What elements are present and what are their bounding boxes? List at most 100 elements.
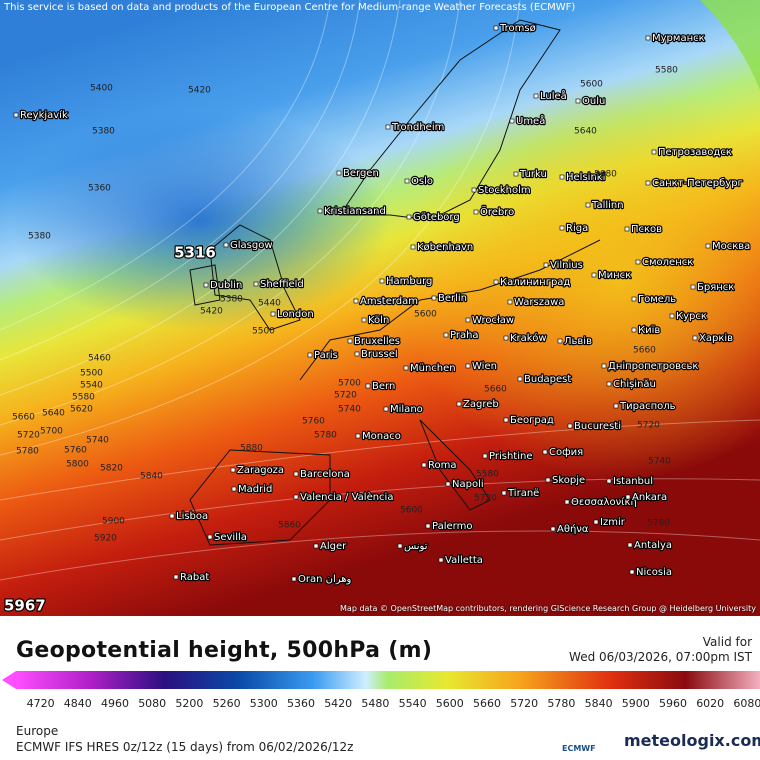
contour-label: 5920 [94,534,117,544]
city-label: София [549,447,583,458]
city-marker [355,433,361,439]
isolines [0,0,760,580]
city-marker [533,93,539,99]
contour-label: 5460 [88,354,111,364]
city-label: Paris [314,350,338,361]
city-marker [207,534,213,540]
contour-label: 5640 [42,409,65,419]
city-marker [383,406,389,412]
city-marker [559,174,565,180]
city-marker [291,576,297,582]
city-marker [564,499,570,505]
city-marker [692,335,698,341]
city-label: Trondheim [391,122,444,133]
contour-label: 5360 [88,184,111,194]
city-label: Alger [320,541,347,552]
city-marker [223,242,229,248]
city-marker [404,178,410,184]
city-label: Курск [676,311,707,322]
city-label: Петрозаводск [658,147,732,158]
city-marker [585,202,591,208]
colorbar-tick-label: 5300 [250,697,278,710]
colorbar-tick-label: 5720 [510,697,538,710]
contour-label: 5580 [655,66,678,76]
city-marker [543,262,549,268]
city-marker [635,259,641,265]
city-marker [591,272,597,278]
city-label: Reykjavík [20,109,68,121]
valid-label: Valid for [702,635,752,649]
city-label: Luleå [540,89,567,102]
city-marker [203,282,209,288]
contour-label: 5760 [64,446,87,456]
city-marker [645,180,651,186]
city-label: Zagreb [463,399,499,410]
city-marker [336,170,342,176]
city-marker [631,296,637,302]
city-label: Valletta [445,555,483,566]
city-label: Lisboa [176,511,208,522]
contour-label: 5780 [16,447,39,457]
city-label: Москва [712,241,750,252]
city-marker [361,317,367,323]
city-label: Oulu [582,96,605,107]
contour-label: 5620 [70,405,93,415]
colorbar-tick-label: 5200 [175,697,203,710]
contour-label: 5820 [100,464,123,474]
colorbar-arrow [2,671,16,689]
contour-label: 5420 [188,86,211,96]
contour-label: 5600 [400,506,423,516]
city-label: Oran وهران [298,574,352,585]
colorbar-tick-label: 4720 [27,697,55,710]
city-label: Monaco [362,431,401,442]
city-marker [601,363,607,369]
city-marker [410,244,416,250]
city-marker [503,335,509,341]
city-marker [507,299,513,305]
city-marker [353,298,359,304]
model-run: ECMWF IFS HRES 0z/12z (15 days) from 06/… [16,740,354,754]
city-label: Брянск [697,282,734,293]
colorbar-tick-label: 5360 [287,697,315,710]
city-marker [651,149,657,155]
city-label: Санкт-Петербург [652,178,743,189]
city-marker [13,112,19,118]
city-label: London [277,309,314,320]
city-marker [606,478,612,484]
city-marker [559,225,565,231]
contour-label: 5500 [80,369,103,379]
map: Reykjavík Tromsø Мурманск Luleå Oulu Trondhei… [0,0,760,616]
contour-label: 5600 [580,80,603,90]
notice: This service is based on data and produc… [4,2,576,13]
city-marker [230,467,236,473]
city-marker [456,401,462,407]
city-label: Vilnius [550,260,583,271]
city-marker [231,486,237,492]
colorbar-tick-label: 5900 [622,697,650,710]
city-label: Budapest [524,374,571,385]
contour-label: 5720 [474,494,497,504]
city-label: Tallinn [591,200,624,211]
contour-label: 5400 [90,84,113,94]
contour-label: 5660 [484,385,507,395]
city-label: Roma [428,460,457,471]
contour-label: 5700 [40,427,63,437]
contour-label: 5720 [17,431,40,441]
city-label: München [410,363,456,374]
city-label: Rabat [180,572,209,583]
contour-label: 5580 [476,470,499,480]
contour-label: 5660 [633,346,656,356]
contour-label: 5540 [80,381,103,391]
contour-label: 5780 [314,431,337,441]
contour-labels: 5400 5420 5380 5360 5380 5380 5440 5420 5500 5460… [12,66,678,544]
city-label: Izmir [600,517,626,528]
city-marker [445,481,451,487]
city-label: Praha [450,330,479,341]
legend-title: Geopotential height, 500hPa (m) [16,638,433,663]
valid-time: Wed 06/03/2026, 07:00pm IST [569,650,752,664]
city-marker [421,462,427,468]
contour-label: 5380 [220,295,243,305]
city-label: Sevilla [214,532,247,543]
ridge [400,80,760,480]
city-label: Гомель [638,294,676,305]
